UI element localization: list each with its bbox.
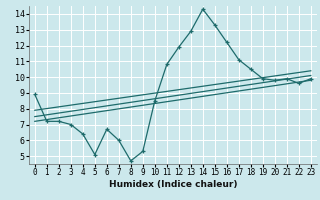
X-axis label: Humidex (Indice chaleur): Humidex (Indice chaleur) — [108, 180, 237, 189]
